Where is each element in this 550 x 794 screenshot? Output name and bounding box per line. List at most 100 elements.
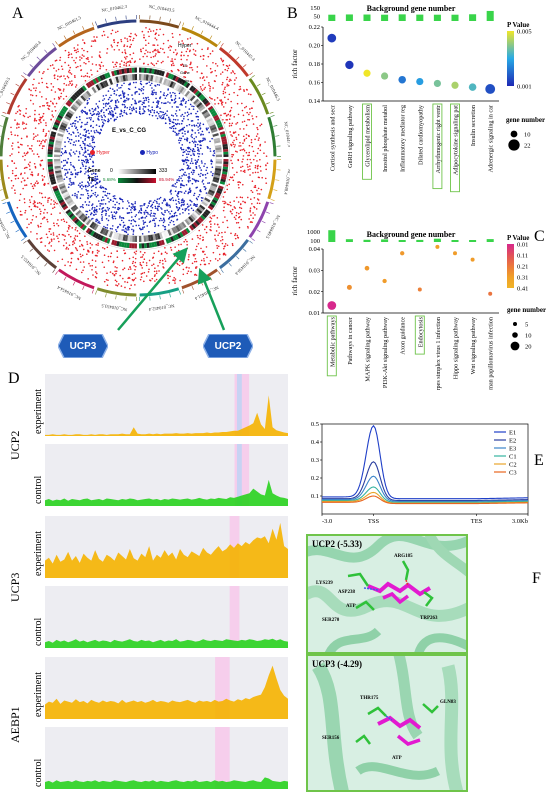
hyper-point: [70, 73, 73, 75]
hypo-point: [202, 174, 204, 177]
hyper-point: [245, 88, 248, 91]
hypo-point: [141, 204, 143, 207]
hypo-point: [132, 225, 134, 227]
hypo-point: [106, 192, 109, 195]
hypo-point: [87, 149, 89, 152]
te-segment: [181, 230, 186, 237]
hyper-point: [128, 64, 131, 66]
hyper-point: [62, 90, 65, 92]
hypo-point: [88, 155, 91, 157]
hyper-point: [22, 155, 24, 158]
hypo-point: [140, 212, 143, 214]
hyper-point: [198, 229, 201, 232]
hypo-point: [95, 213, 97, 216]
hyper-point: [184, 76, 187, 79]
hyper-point: [38, 208, 41, 210]
hyper-point: [158, 34, 160, 36]
hypo-point: [195, 124, 198, 127]
hypo-point: [113, 215, 116, 218]
hyper-point: [103, 247, 106, 250]
hyper-point: [152, 263, 155, 266]
hyper-point: [36, 182, 39, 185]
y-tick-label: 0.16: [309, 80, 321, 87]
hyper-point: [256, 189, 258, 192]
hypo-point: [200, 169, 203, 171]
gene-segment: [210, 126, 217, 131]
hyper-point: [248, 165, 251, 167]
hyper-point: [249, 207, 252, 210]
hyper-point: [52, 232, 55, 234]
hypo-point: [112, 206, 114, 209]
hyper-point: [170, 60, 172, 63]
hyper-point: [228, 178, 231, 181]
hypo-point: [145, 99, 148, 101]
hyper-point: [110, 32, 113, 35]
hypo-point: [206, 145, 209, 148]
category-label: Pathways in cancer: [347, 317, 354, 365]
hyper-point: [229, 110, 231, 113]
chromosome-tick: [1, 115, 6, 117]
hypo-point: [176, 134, 179, 136]
gene-segment: [212, 133, 219, 137]
te-segment: [72, 216, 78, 222]
panel-letter-b: B: [287, 5, 298, 22]
hypo-point: [90, 218, 93, 220]
hypo-point: [170, 94, 173, 97]
category-label: PI3K-Akt signaling pathway: [382, 316, 389, 388]
hypo-point: [80, 170, 82, 173]
hyper-point: [188, 267, 190, 269]
hyper-point: [175, 53, 178, 56]
chromosome-arc: [0, 116, 9, 157]
gene-segment: [95, 225, 101, 232]
hyper-point: [70, 257, 73, 260]
coverage-area: [45, 665, 288, 719]
hyper-point: [68, 233, 70, 236]
chromosome-tick: [182, 22, 185, 27]
hyper-point: [92, 274, 94, 276]
hyper-point: [36, 140, 39, 142]
hyper-point: [233, 173, 236, 176]
hypo-point: [90, 212, 93, 215]
hypo-point: [92, 214, 95, 216]
hyper-point: [251, 203, 253, 205]
chromosome-tick: [52, 43, 56, 47]
hypo-point: [182, 204, 185, 206]
hyper-point: [80, 271, 83, 274]
hypo-point: [92, 160, 94, 163]
hyper-point: [260, 170, 262, 172]
hyper-point: [124, 56, 126, 59]
hypo-point: [118, 207, 121, 210]
hyper-point: [143, 271, 146, 274]
color-legend-tick: 0.001: [517, 84, 532, 91]
hyper-point: [145, 49, 147, 52]
hypo-point: [180, 191, 183, 193]
hyper-point: [250, 107, 253, 109]
hypo-point: [184, 133, 186, 135]
hypo-point: [68, 168, 71, 171]
hyper-point: [74, 76, 76, 79]
hyper-point: [242, 155, 245, 157]
chromosome-tick: [228, 49, 232, 54]
gene-segment: [207, 119, 214, 125]
hypo-point: [72, 181, 75, 184]
hyper-point: [69, 80, 71, 83]
hyper-point: [233, 91, 235, 94]
hyper-point: [81, 54, 84, 56]
hyper-point: [257, 139, 260, 141]
gene-segment: [162, 231, 168, 238]
hypo-point: [87, 216, 90, 218]
hyper-point: [134, 257, 137, 260]
hyper-point: [123, 61, 126, 64]
hyper-point: [145, 262, 148, 264]
hyper-point: [248, 113, 250, 116]
gene-segment: [104, 80, 109, 87]
hyper-point: [111, 46, 113, 48]
category-label: Metabolic pathways: [329, 316, 336, 367]
hyper-point: [226, 83, 229, 86]
hypo-point: [170, 96, 172, 98]
hyper-point: [256, 128, 259, 131]
hypo-point: [90, 169, 92, 172]
hyper-point: [45, 86, 48, 88]
hypo-point: [73, 166, 76, 169]
hyper-point: [224, 102, 227, 104]
